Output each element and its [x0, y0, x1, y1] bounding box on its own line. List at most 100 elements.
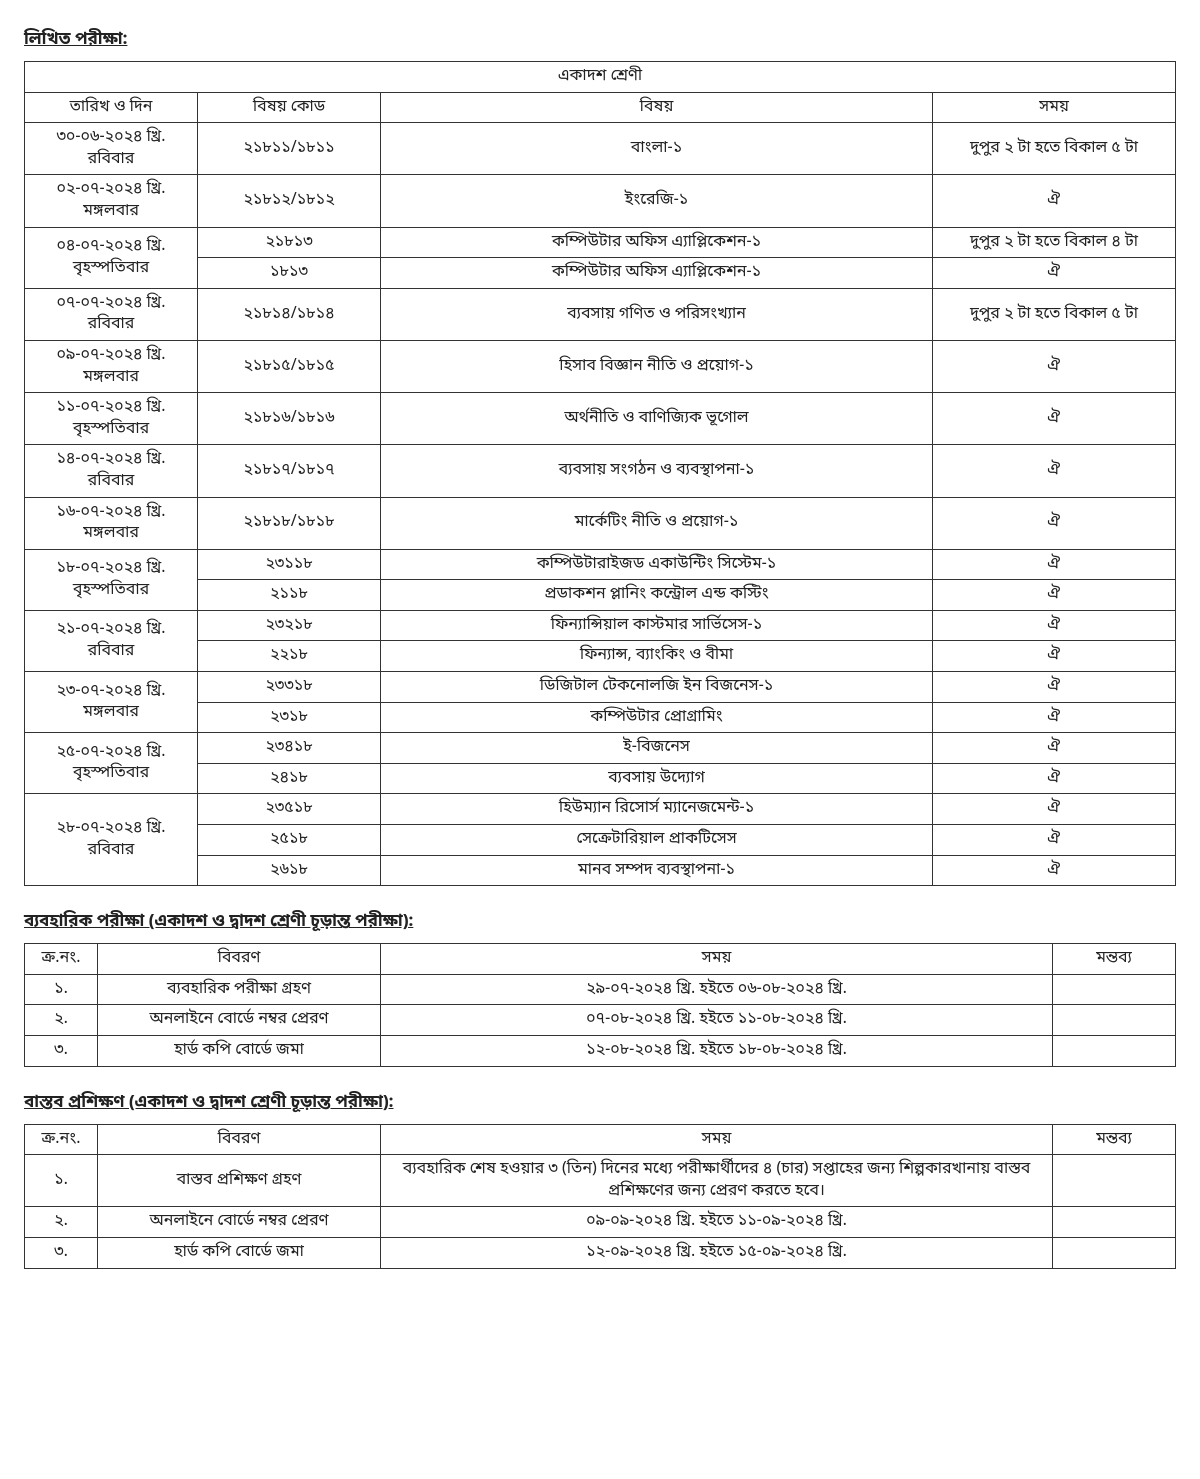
exam-date-cell: ১৬-০৭-২০২৪ খ্রি.মঙ্গলবার [25, 497, 198, 549]
exam-time-cell: ঐ [933, 340, 1176, 392]
exam-code-cell: ২১১৮ [198, 580, 381, 611]
exam-row: ১৬-০৭-২০২৪ খ্রি.মঙ্গলবার২১৮১৮/১৮১৮মার্কে… [25, 497, 1176, 549]
exam-time-cell: ঐ [933, 733, 1176, 764]
exam-time-cell: ঐ [933, 393, 1176, 445]
exam-time-cell: ঐ [933, 497, 1176, 549]
exam-code-cell: ২২১৮ [198, 641, 381, 672]
practical-desc-cell: ব্যবহারিক পরীক্ষা গ্রহণ [98, 974, 381, 1005]
exam-date-line2: মঙ্গলবার [31, 523, 191, 545]
exam-subject-cell: অর্থনীতি ও বাণিজ্যিক ভূগোল [381, 393, 933, 445]
exam-time-cell: ঐ [933, 672, 1176, 703]
exam-code-cell: ২৬১৮ [198, 855, 381, 886]
exam-code-cell: ২১৮১৪/১৮১৪ [198, 288, 381, 340]
exam-col-date: তারিখ ও দিন [25, 92, 198, 123]
exam-date-line2: মঙ্গলবার [31, 201, 191, 223]
exam-date-cell: ০২-০৭-২০২৪ খ্রি.মঙ্গলবার [25, 175, 198, 227]
exam-row: ২৪১৮ব্যবসায় উদ্যোগঐ [25, 763, 1176, 794]
exam-subject-cell: হিউম্যান রিসোর্স ম্যানেজমেন্ট-১ [381, 794, 933, 825]
training-time-cell: ১২-০৯-২০২৪ খ্রি. হইতে ১৫-০৯-২০২৪ খ্রি. [381, 1237, 1053, 1268]
exam-time-cell: ঐ [933, 175, 1176, 227]
exam-subject-cell: ই-বিজনেস [381, 733, 933, 764]
exam-date-cell: ১৮-০৭-২০২৪ খ্রি.বৃহস্পতিবার [25, 549, 198, 610]
exam-col-time: সময় [933, 92, 1176, 123]
exam-time-cell: ঐ [933, 794, 1176, 825]
exam-date-cell: ২৮-০৭-২০২৪ খ্রি.রবিবার [25, 794, 198, 886]
training-row: ২.অনলাইনে বোর্ডে নম্বর প্রেরণ০৯-০৯-২০২৪ … [25, 1207, 1176, 1238]
exam-date-cell: ১১-০৭-২০২৪ খ্রি.বৃহস্পতিবার [25, 393, 198, 445]
practical-desc-cell: অনলাইনে বোর্ডে নম্বর প্রেরণ [98, 1005, 381, 1036]
exam-row: ০৯-০৭-২০২৪ খ্রি.মঙ্গলবার২১৮১৫/১৮১৫হিসাব … [25, 340, 1176, 392]
practical-table: ক্র.নং. বিবরণ সময় মন্তব্য ১.ব্যবহারিক প… [24, 943, 1176, 1066]
exam-subject-cell: হিসাব বিজ্ঞান নীতি ও প্রয়োগ-১ [381, 340, 933, 392]
exam-date-line1: ২৩-০৭-২০২৪ খ্রি. [31, 681, 191, 703]
exam-row: ০৪-০৭-২০২৪ খ্রি.বৃহস্পতিবার২১৮১৩কম্পিউটা… [25, 227, 1176, 258]
exam-date-cell: ২৩-০৭-২০২৪ খ্রি.মঙ্গলবার [25, 672, 198, 733]
exam-subject-cell: বাংলা-১ [381, 123, 933, 175]
exam-date-line1: ১৬-০৭-২০২৪ খ্রি. [31, 502, 191, 524]
exam-date-line1: ০৭-০৭-২০২৪ খ্রি. [31, 293, 191, 315]
exam-row: ৩০-০৬-২০২৪ খ্রি.রবিবার২১৮১১/১৮১১বাংলা-১দ… [25, 123, 1176, 175]
exam-code-cell: ১৮১৩ [198, 258, 381, 289]
training-row: ৩.হার্ড কপি বোর্ডে জমা১২-০৯-২০২৪ খ্রি. হ… [25, 1237, 1176, 1268]
practical-col-sl: ক্র.নং. [25, 944, 98, 975]
training-col-remark: মন্তব্য [1053, 1124, 1176, 1155]
practical-time-cell: ২৯-০৭-২০২৪ খ্রি. হইতে ০৬-০৮-২০২৪ খ্রি. [381, 974, 1053, 1005]
practical-sl-cell: ২. [25, 1005, 98, 1036]
training-sl-cell: ১. [25, 1155, 98, 1207]
exam-code-cell: ২১৮১৫/১৮১৫ [198, 340, 381, 392]
exam-row: ০৭-০৭-২০২৪ খ্রি.রবিবার২১৮১৪/১৮১৪ব্যবসায়… [25, 288, 1176, 340]
training-row: ১.বাস্তব প্রশিক্ষণ গ্রহণব্যবহারিক শেষ হও… [25, 1155, 1176, 1207]
exam-row: ২৩১৮কম্পিউটার প্রোগ্রামিংঐ [25, 702, 1176, 733]
exam-row: ১৮-০৭-২০২৪ খ্রি.বৃহস্পতিবার২৩১১৮কম্পিউটা… [25, 549, 1176, 580]
exam-table-group-header: একাদশ শ্রেণী [25, 62, 1176, 93]
exam-row: ০২-০৭-২০২৪ খ্রি.মঙ্গলবার২১৮১২/১৮১২ইংরেজি… [25, 175, 1176, 227]
exam-row: ২১১৮প্রডাকশন প্লানিং কন্ট্রোল এন্ড কস্টি… [25, 580, 1176, 611]
exam-row: ১১-০৭-২০২৪ খ্রি.বৃহস্পতিবার২১৮১৬/১৮১৬অর্… [25, 393, 1176, 445]
exam-subject-cell: ব্যবসায় উদ্যোগ [381, 763, 933, 794]
practical-time-cell: ০৭-০৮-২০২৪ খ্রি. হইতে ১১-০৮-২০২৪ খ্রি. [381, 1005, 1053, 1036]
exam-time-cell: ঐ [933, 445, 1176, 497]
exam-subject-cell: ফিন্যান্স, ব্যাংকিং ও বীমা [381, 641, 933, 672]
exam-code-cell: ২১৮১৮/১৮১৮ [198, 497, 381, 549]
exam-row: ২২১৮ফিন্যান্স, ব্যাংকিং ও বীমাঐ [25, 641, 1176, 672]
exam-time-cell: দুপুর ২ টা হতে বিকাল ৫ টা [933, 288, 1176, 340]
exam-row: ২৩-০৭-২০২৪ খ্রি.মঙ্গলবার২৩৩১৮ডিজিটাল টেক… [25, 672, 1176, 703]
exam-code-cell: ২৩৩১৮ [198, 672, 381, 703]
exam-date-line1: ০৯-০৭-২০২৪ খ্রি. [31, 345, 191, 367]
exam-time-cell: দুপুর ২ টা হতে বিকাল ৫ টা [933, 123, 1176, 175]
exam-row: ২১-০৭-২০২৪ খ্রি.রবিবার২৩২১৮ফিন্যান্সিয়া… [25, 610, 1176, 641]
practical-col-remark: মন্তব্য [1053, 944, 1176, 975]
exam-date-line2: বৃহস্পতিবার [31, 258, 191, 280]
exam-code-cell: ২৩১৮ [198, 702, 381, 733]
practical-remark-cell [1053, 974, 1176, 1005]
exam-date-cell: ০৯-০৭-২০২৪ খ্রি.মঙ্গলবার [25, 340, 198, 392]
section-title-written: লিখিত পরীক্ষা: [24, 28, 1176, 51]
exam-time-cell: ঐ [933, 580, 1176, 611]
exam-subject-cell: ফিন্যান্সিয়াল কাস্টমার সার্ভিসেস-১ [381, 610, 933, 641]
exam-date-line1: ১৪-০৭-২০২৪ খ্রি. [31, 449, 191, 471]
exam-date-cell: ২৫-০৭-২০২৪ খ্রি.বৃহস্পতিবার [25, 733, 198, 794]
exam-code-cell: ২১৮১৬/১৮১৬ [198, 393, 381, 445]
exam-code-cell: ২৩২১৮ [198, 610, 381, 641]
exam-subject-cell: কম্পিউটার অফিস এ্যাপ্লিকেশন-১ [381, 227, 933, 258]
practical-col-time: সময় [381, 944, 1053, 975]
exam-time-cell: ঐ [933, 855, 1176, 886]
exam-date-cell: ১৪-০৭-২০২৪ খ্রি.রবিবার [25, 445, 198, 497]
training-desc-cell: অনলাইনে বোর্ডে নম্বর প্রেরণ [98, 1207, 381, 1238]
exam-schedule-table: একাদশ শ্রেণী তারিখ ও দিন বিষয় কোড বিষয়… [24, 61, 1176, 886]
exam-col-subject: বিষয় [381, 92, 933, 123]
training-time-cell: ০৯-০৯-২০২৪ খ্রি. হইতে ১১-০৯-২০২৪ খ্রি. [381, 1207, 1053, 1238]
exam-date-line2: রবিবার [31, 471, 191, 493]
exam-code-cell: ২১৮১২/১৮১২ [198, 175, 381, 227]
practical-desc-cell: হার্ড কপি বোর্ডে জমা [98, 1036, 381, 1067]
exam-code-cell: ২৫১৮ [198, 825, 381, 856]
exam-time-cell: ঐ [933, 258, 1176, 289]
practical-time-cell: ১২-০৮-২০২৪ খ্রি. হইতে ১৮-০৮-২০২৪ খ্রি. [381, 1036, 1053, 1067]
section-title-practical: ব্যবহারিক পরীক্ষা (একাদশ ও দ্বাদশ শ্রেণী… [24, 910, 1176, 933]
exam-row: ২৫১৮সেক্রেটারিয়াল প্রাকটিসেসঐ [25, 825, 1176, 856]
exam-date-line1: ১৮-০৭-২০২৪ খ্রি. [31, 558, 191, 580]
exam-subject-cell: মার্কেটিং নীতি ও প্রয়োগ-১ [381, 497, 933, 549]
exam-subject-cell: কম্পিউটার অফিস এ্যাপ্লিকেশন-১ [381, 258, 933, 289]
training-time-cell: ব্যবহারিক শেষ হওয়ার ৩ (তিন) দিনের মধ্যে… [381, 1155, 1053, 1207]
exam-date-line1: ১১-০৭-২০২৪ খ্রি. [31, 397, 191, 419]
